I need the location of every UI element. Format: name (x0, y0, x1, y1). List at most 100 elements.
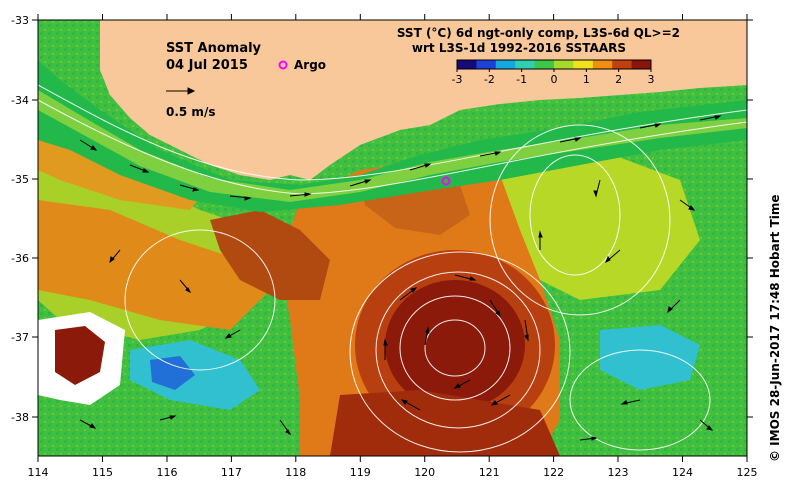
colorbar-segment (476, 60, 497, 69)
warm-eddy-core (385, 280, 525, 410)
credit-text: © IMOS 28-Jun-2017 17:48 Hobart Time (768, 194, 782, 462)
y-tick-label: -37 (11, 331, 29, 344)
x-axis (37, 14, 748, 462)
colorbar-tick-label: -1 (516, 73, 527, 86)
map-date: 04 Jul 2015 (166, 58, 248, 73)
anomaly-brown-patch (210, 210, 330, 300)
x-tick-label: 114 (28, 466, 49, 479)
current-arrow (224, 329, 241, 339)
colorbar-segment (554, 60, 574, 69)
current-arrow (605, 249, 621, 264)
colorbar-segment (515, 60, 536, 69)
current-arrow (538, 230, 543, 250)
y-tick-labels: -33 -34 -35 -36 -37 -38 (11, 14, 29, 424)
colorbar-ticks: -3 -2 -1 0 1 2 3 (452, 69, 655, 86)
y-tick-label: -38 (11, 411, 29, 424)
warm-southern-band (330, 390, 560, 456)
current-arrow (289, 192, 312, 197)
current-arrow (579, 436, 598, 441)
colorbar-tick-label: 1 (583, 73, 590, 86)
argo-legend: Argo (278, 58, 326, 72)
current-vectors (79, 115, 722, 441)
colorbar-segment (592, 60, 613, 69)
current-arrow (179, 184, 200, 192)
current-arrow (490, 394, 511, 406)
colorbar-segment (631, 60, 652, 69)
argo-float-marker (441, 176, 451, 186)
current-arrow (399, 287, 418, 301)
current-arrow (279, 419, 292, 436)
map-title: SST Anomaly (166, 41, 262, 56)
y-tick-label: -34 (11, 94, 29, 107)
colorbar-title-line2: wrt L3S-1d 1992-2016 SSTAARS (412, 41, 626, 55)
x-tick-label: 118 (285, 466, 306, 479)
current-arrow (699, 419, 714, 431)
current-arrow (667, 299, 681, 314)
current-arrow (489, 299, 501, 318)
current-arrow (593, 179, 601, 198)
coastal-green-band (38, 60, 747, 212)
plot-frame (37, 19, 748, 457)
colorbar-segment (573, 60, 594, 69)
current-arrow (424, 326, 430, 346)
current-arrow (454, 274, 477, 281)
scale-arrow-label: 0.5 m/s (166, 105, 215, 119)
colorbar-tick-label: 2 (615, 73, 622, 86)
current-arrow (179, 279, 192, 294)
scale-arrow (166, 87, 196, 95)
current-arrow (699, 115, 722, 121)
current-arrow (79, 419, 97, 429)
colorbar: SST (°C) 6d ngt-only comp, L3S-6d QL>=2 … (397, 26, 680, 86)
x-tick-label: 116 (157, 466, 178, 479)
x-tick-label: 124 (672, 466, 693, 479)
current-arrow (229, 195, 252, 201)
x-tick-label: 117 (221, 466, 242, 479)
argo-legend-label: Argo (294, 58, 326, 72)
colorbar-tick-label: 0 (551, 73, 558, 86)
current-arrow (159, 415, 177, 421)
current-arrow (679, 199, 696, 211)
colorbar-tick-label: -2 (484, 73, 495, 86)
current-arrow (479, 151, 502, 157)
current-arrow (409, 163, 432, 171)
colorbar-segment (495, 60, 516, 69)
argo-legend-symbol (278, 60, 288, 70)
colorbar-segment (457, 60, 477, 69)
y-tick-label: -33 (11, 14, 29, 27)
colorbar-title-line1: SST (°C) 6d ngt-only comp, L3S-6d QL>=2 (397, 26, 680, 40)
x-tick-label: 123 (608, 466, 629, 479)
y-axis (32, 19, 753, 418)
current-arrow (383, 338, 388, 360)
current-arrow (349, 179, 372, 187)
x-tick-label: 115 (92, 466, 113, 479)
plot-area (38, 20, 747, 456)
coastal-light-band (38, 90, 747, 202)
anomaly-yellow-east (490, 150, 700, 300)
colorbar-segment (534, 60, 555, 69)
missing-data-brown (55, 326, 105, 385)
anomaly-blue-spot (150, 356, 195, 390)
current-arrow (79, 139, 98, 151)
current-arrow (639, 123, 662, 129)
colorbar-segment (612, 60, 633, 69)
current-arrow (400, 399, 421, 411)
current-arrow (129, 164, 150, 173)
y-tick-label: -35 (11, 173, 29, 186)
x-tick-label: 119 (350, 466, 371, 479)
current-arrow (559, 137, 582, 143)
x-tick-label: 121 (479, 466, 500, 479)
x-tick-label: 125 (737, 466, 758, 479)
x-tick-labels: 114 115 116 117 118 119 120 121 122 123 … (28, 466, 758, 479)
sea-level-contours (38, 84, 747, 453)
x-tick-label: 120 (414, 466, 435, 479)
y-tick-label: -36 (11, 252, 29, 265)
anomaly-cyan-east (600, 325, 700, 390)
x-tick-label: 122 (543, 466, 564, 479)
anomaly-orange-west (38, 200, 270, 330)
current-arrow (109, 249, 121, 264)
current-arrow (453, 379, 471, 389)
colorbar-tick-label: -3 (452, 73, 463, 86)
colorbar-ramp (457, 60, 652, 69)
current-arrow (620, 399, 641, 405)
